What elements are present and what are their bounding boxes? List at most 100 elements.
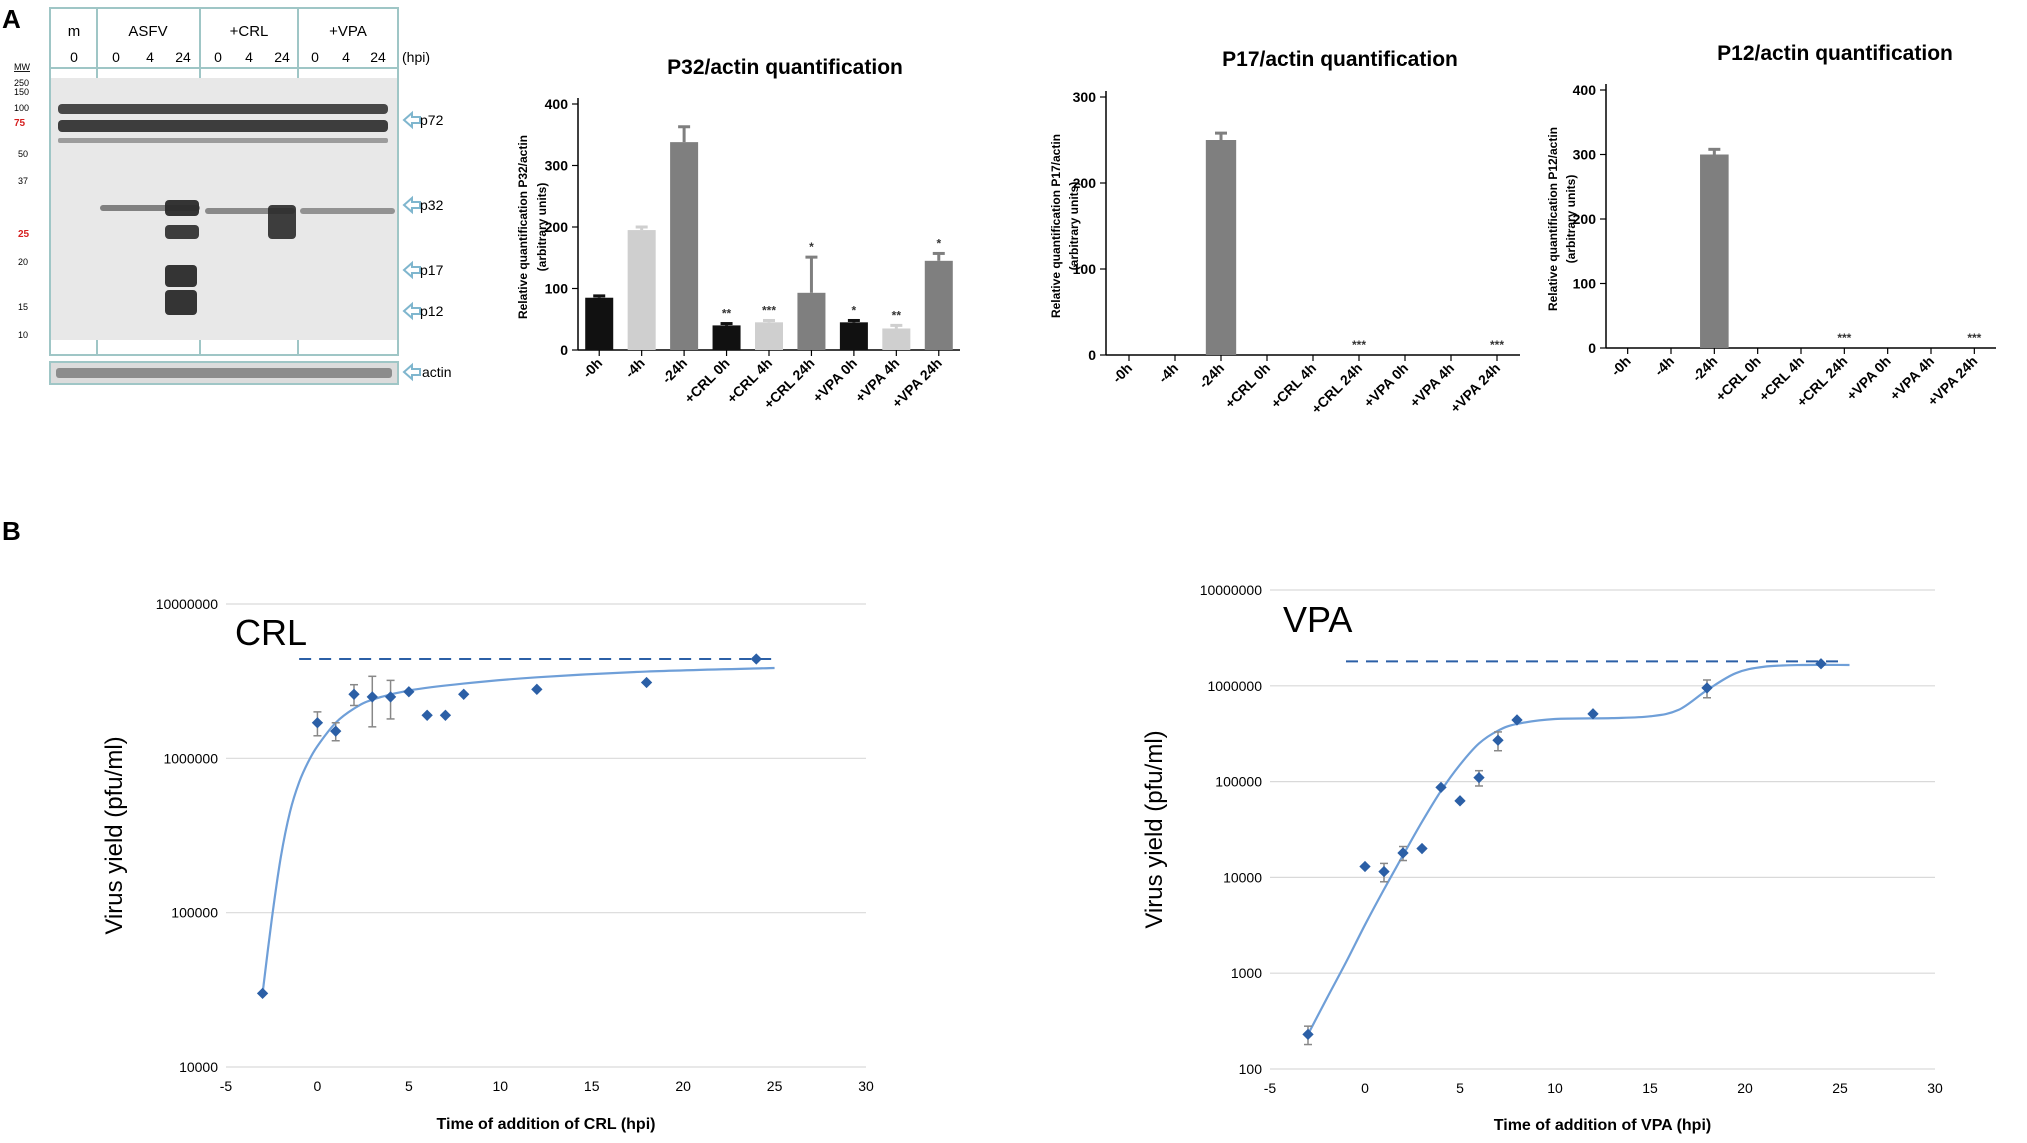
y-tick-label: 10000 bbox=[179, 1059, 218, 1075]
blot-lane-label: 0 bbox=[112, 49, 120, 65]
y-axis-label-units: (arbitrary units) bbox=[535, 183, 549, 272]
chart-title: P17/actin quantification bbox=[1222, 48, 1458, 71]
x-tick-label: 30 bbox=[858, 1078, 874, 1094]
panel-label-b: B bbox=[2, 516, 21, 546]
data-point bbox=[1492, 734, 1504, 746]
y-tick-label: 200 bbox=[1573, 211, 1597, 227]
data-point bbox=[1511, 714, 1523, 726]
significance-label: * bbox=[936, 236, 941, 250]
bar bbox=[839, 322, 868, 350]
data-point bbox=[311, 717, 324, 729]
blot-band-label: p17 bbox=[420, 262, 444, 278]
x-tick-label: 0 bbox=[314, 1078, 322, 1094]
chart-annotation: CRL bbox=[235, 612, 307, 653]
bar bbox=[797, 292, 826, 350]
blot-lane-label: 24 bbox=[175, 49, 191, 65]
blot-mw-marker: 15 bbox=[18, 302, 28, 312]
blot-band-label: actin bbox=[422, 364, 452, 380]
x-tick-label: +CRL 0h bbox=[1222, 360, 1274, 412]
y-axis-label: Virus yield (pfu/ml) bbox=[101, 736, 128, 934]
x-tick-label: -4h bbox=[1651, 353, 1677, 379]
data-point bbox=[1359, 860, 1371, 873]
data-point bbox=[1435, 781, 1447, 794]
x-tick-label: -5 bbox=[1264, 1080, 1277, 1096]
significance-label: * bbox=[809, 240, 814, 254]
panel-label-a: A bbox=[2, 4, 21, 34]
blot-actin-band bbox=[56, 368, 392, 378]
y-tick-label: 10000 bbox=[1223, 869, 1262, 885]
y-tick-label: 1000000 bbox=[1207, 678, 1262, 694]
data-point bbox=[256, 987, 269, 1000]
blot-bands bbox=[58, 104, 395, 315]
y-axis-label-units: (arbitrary units) bbox=[1564, 175, 1578, 264]
bar bbox=[585, 297, 614, 350]
blot-lane-label: 4 bbox=[245, 49, 253, 65]
bar bbox=[712, 325, 741, 350]
blot-lane-label: 0 bbox=[214, 49, 222, 65]
blot-band-arrows bbox=[402, 110, 421, 382]
x-tick-label: 20 bbox=[1737, 1080, 1753, 1096]
data-point bbox=[348, 688, 360, 700]
bar bbox=[754, 322, 784, 350]
blot-mw-marker: 37 bbox=[18, 176, 28, 186]
data-point bbox=[1454, 795, 1466, 807]
significance-label: ** bbox=[892, 308, 902, 322]
blot-band-label: p32 bbox=[420, 197, 444, 213]
data-point bbox=[458, 688, 470, 700]
blot-group-label: m bbox=[68, 23, 81, 40]
y-tick-label: 300 bbox=[1573, 147, 1597, 163]
y-tick-label: 100 bbox=[1239, 1061, 1263, 1077]
y-tick-label: 10000000 bbox=[156, 596, 219, 612]
data-point bbox=[1302, 1028, 1314, 1041]
blot-mw-marker: 250 bbox=[14, 78, 29, 88]
data-point bbox=[439, 709, 452, 721]
x-tick-label: 30 bbox=[1927, 1080, 1943, 1096]
data-point bbox=[1815, 658, 1827, 670]
chart-annotation: VPA bbox=[1283, 599, 1352, 640]
x-tick-label: +CRL 24h bbox=[1308, 360, 1365, 417]
y-tick-label: 100000 bbox=[1215, 774, 1262, 790]
fit-curve bbox=[1307, 663, 1850, 1035]
y-axis-label: Relative quantification P12/actin bbox=[1546, 127, 1560, 311]
x-tick-label: -4h bbox=[1155, 360, 1181, 386]
western-blot: m ASFV +CRL +VPA 0 0 4 24 0 4 24 0 4 24 … bbox=[14, 7, 452, 385]
y-tick-label: 0 bbox=[1088, 347, 1096, 363]
y-tick-label: 400 bbox=[545, 96, 569, 112]
bar-chart-p17: P17/actin quantification 0 100 200 300 Relati… bbox=[1049, 48, 1520, 417]
x-tick-label: -24h bbox=[1689, 353, 1721, 385]
blot-band-label: p72 bbox=[420, 112, 444, 128]
x-axis-label: Time of addition of CRL (hpi) bbox=[437, 1116, 656, 1133]
blot-mw-marker: 20 bbox=[18, 257, 28, 267]
blot-lane-label: 4 bbox=[146, 49, 154, 65]
fit-curve bbox=[261, 666, 775, 994]
blot-lane-label: 24 bbox=[274, 49, 290, 65]
blot-mw-marker: 50 bbox=[18, 149, 28, 159]
x-tick-label: 20 bbox=[675, 1078, 691, 1094]
x-tick-label: 0 bbox=[1361, 1080, 1369, 1096]
y-tick-label: 0 bbox=[560, 342, 568, 358]
y-axis-label-units: (arbitrary units) bbox=[1067, 182, 1081, 271]
significance-label: ** bbox=[722, 307, 732, 321]
chart-title: P12/actin quantification bbox=[1717, 42, 1953, 65]
yield-chart-vpa: 100 1000 10000 100000 1000000 10000000 -5 0 5 10 1… bbox=[1141, 582, 1943, 1134]
data-point bbox=[330, 725, 342, 737]
y-tick-label: 1000 bbox=[1231, 965, 1262, 981]
significance-label: *** bbox=[1352, 338, 1366, 352]
data-point bbox=[1587, 708, 1599, 720]
blot-group-label: +VPA bbox=[329, 23, 367, 40]
bar bbox=[670, 142, 699, 350]
y-axis-label: Relative quantification P32/actin bbox=[516, 135, 530, 319]
x-tick-label: -0h bbox=[1608, 353, 1634, 379]
data-point bbox=[640, 676, 653, 689]
y-tick-label: 300 bbox=[1073, 89, 1097, 105]
x-tick-label: 15 bbox=[1642, 1080, 1658, 1096]
data-point bbox=[1397, 847, 1409, 859]
yield-chart-crl: 10000 100000 1000000 10000000 -5 0 5 10 15 20 25 30… bbox=[101, 596, 874, 1133]
x-tick-label: +VPA 24h bbox=[1447, 360, 1503, 416]
x-tick-label: -0h bbox=[1109, 360, 1135, 386]
blot-mw-marker: 25 bbox=[18, 229, 30, 240]
bar-chart-p12: P12/actin quantification 0 100 200 300 400 Rel… bbox=[1546, 42, 1996, 410]
blot-group-label: +CRL bbox=[230, 23, 269, 40]
blot-mw-marker: 75 bbox=[14, 118, 26, 129]
